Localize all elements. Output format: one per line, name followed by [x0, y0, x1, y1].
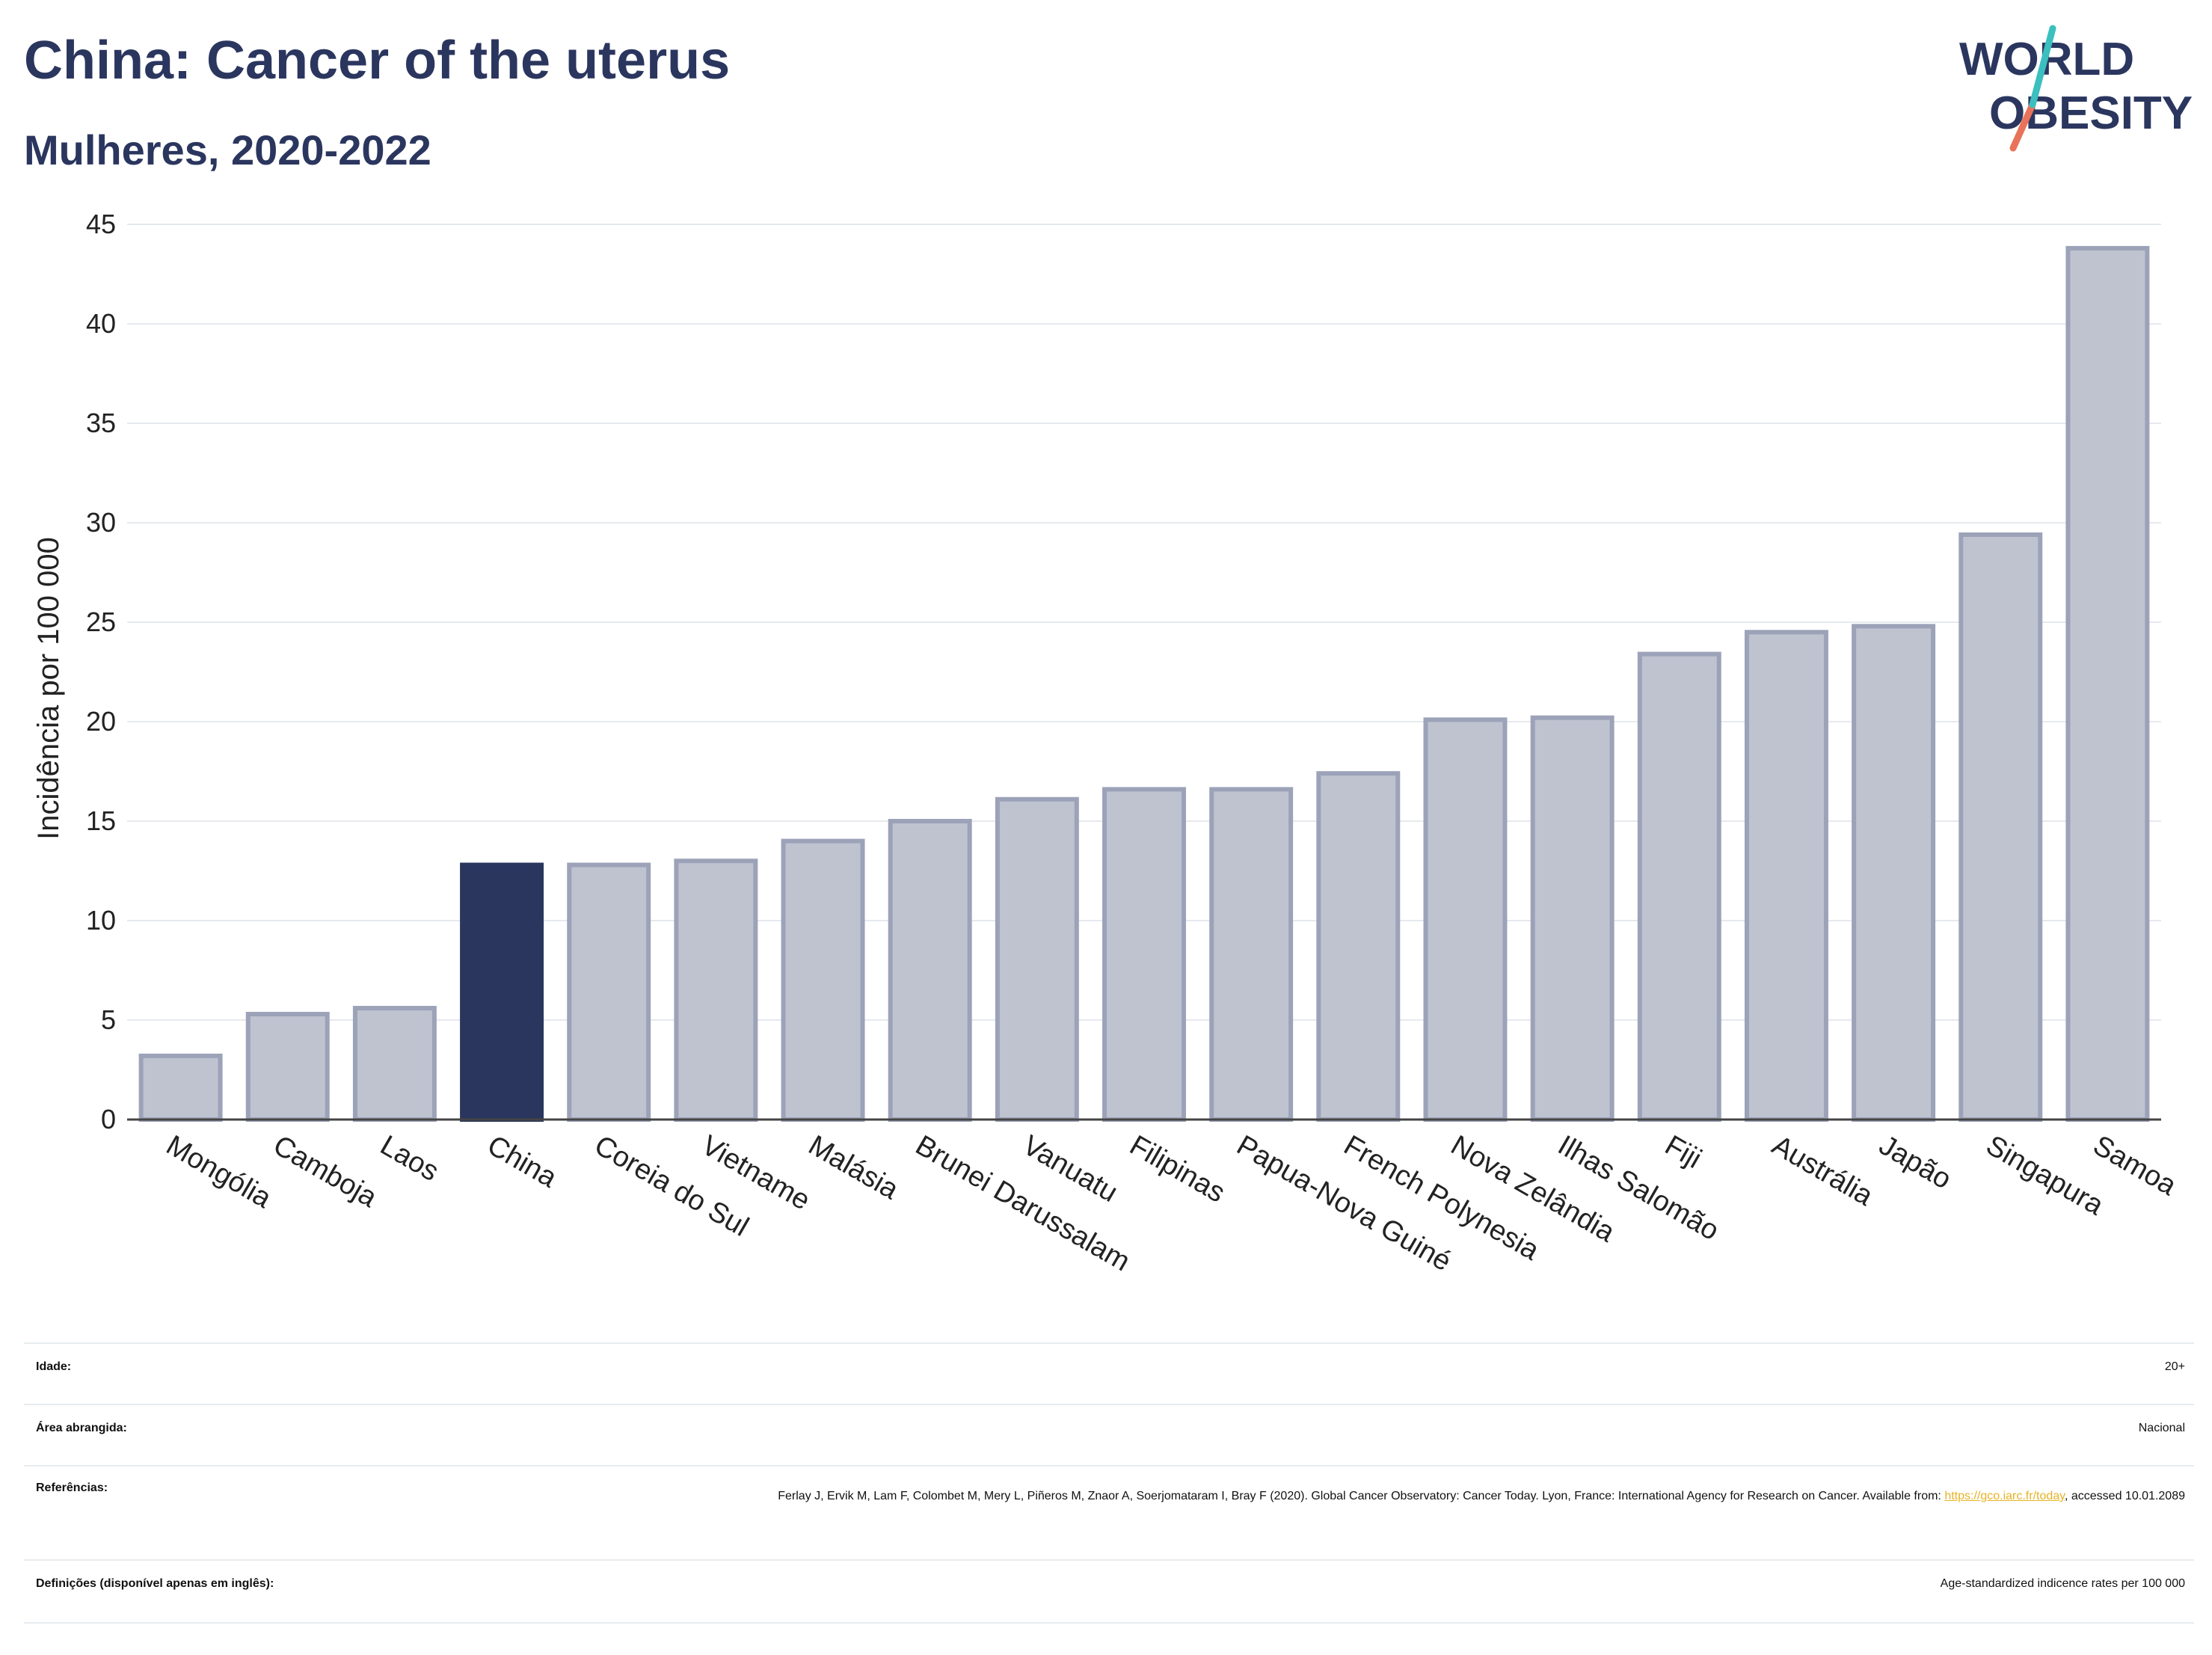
- y-tick-label: 15: [86, 805, 116, 836]
- logo-slash-coral: [2009, 101, 2036, 152]
- bar: [1958, 532, 2043, 1122]
- info-row-age: Idade: 20+: [24, 1342, 2194, 1405]
- bar: [567, 862, 651, 1123]
- y-tick-label: 35: [86, 408, 116, 438]
- x-tick-label: Laos: [375, 1129, 443, 1188]
- bar: [1423, 717, 1508, 1122]
- x-tick-label: Austrália: [1766, 1129, 1878, 1212]
- info-row-definitions: Definições (disponível apenas em inglês)…: [24, 1559, 2194, 1624]
- y-tick-label: 5: [101, 1004, 116, 1035]
- age-value: 20+: [2164, 1360, 2185, 1373]
- bar: [781, 838, 865, 1122]
- bar: [245, 1012, 330, 1123]
- x-tick-label: China: [482, 1129, 563, 1194]
- y-tick-label: 0: [101, 1104, 116, 1134]
- references-label: Referências:: [36, 1481, 108, 1494]
- bar: [1530, 715, 1615, 1122]
- x-tick-label: Japão: [1874, 1129, 1957, 1195]
- bar: [2065, 245, 2150, 1122]
- info-row-area: Área abrangida: Nacional: [24, 1404, 2194, 1467]
- definitions-value: Age-standardized indicence rates per 100…: [1940, 1577, 2185, 1590]
- references-text: Ferlay J, Ervik M, Lam F, Colombet M, Me…: [778, 1490, 1945, 1502]
- page-title: China: Cancer of the uterus: [24, 31, 731, 90]
- x-tick-label: Filipinas: [1125, 1129, 1231, 1209]
- bar: [1852, 624, 1936, 1122]
- y-tick-label: 10: [86, 905, 116, 936]
- bar: [1316, 771, 1401, 1123]
- y-tick-label: 25: [86, 607, 116, 637]
- bar: [352, 1006, 437, 1123]
- bar: [995, 796, 1079, 1122]
- references-accessed: , accessed 10.01.2089: [2064, 1490, 2185, 1502]
- bar: [1744, 630, 1828, 1122]
- bar: [1209, 787, 1294, 1122]
- y-tick-label: 20: [86, 706, 116, 737]
- y-axis-label: Incidência por 100 000: [32, 537, 65, 840]
- bar: [888, 819, 972, 1122]
- y-tick-label: 40: [86, 308, 116, 339]
- bar-chart: 0 5 10 15 20 25 30 35 40 45 Incidência por 100 000…: [32, 209, 2182, 1277]
- info-row-references: Referências: Ferlay J, Ervik M, Lam F, C…: [24, 1465, 2194, 1561]
- bar: [674, 859, 758, 1122]
- page-subtitle: Mulheres, 2020-2022: [24, 126, 431, 174]
- x-tick-label: Singapura: [1981, 1129, 2110, 1221]
- references-link[interactable]: https://gco.iarc.fr/today: [1944, 1490, 2065, 1502]
- bar: [460, 862, 544, 1123]
- area-label: Área abrangida:: [36, 1422, 127, 1434]
- y-tick-label: 45: [86, 209, 116, 239]
- x-tick-label: Fiji: [1659, 1129, 1706, 1175]
- age-label: Idade:: [36, 1360, 72, 1373]
- area-value: Nacional: [2138, 1422, 2185, 1434]
- x-tick-label: Mongólia: [161, 1129, 277, 1215]
- x-tick-label: Camboja: [268, 1129, 382, 1214]
- y-tick-label: 30: [86, 507, 116, 538]
- x-tick-label: Malásia: [803, 1129, 904, 1206]
- bar: [1637, 651, 1721, 1122]
- bar: [138, 1053, 223, 1123]
- bar: [1102, 787, 1186, 1122]
- logo-slash-teal: [2029, 25, 2056, 108]
- world-obesity-logo: WORLD OBESITY: [1959, 25, 2193, 152]
- definitions-label: Definições (disponível apenas em inglês)…: [36, 1577, 274, 1590]
- references-value: Ferlay J, Ervik M, Lam F, Colombet M, Me…: [577, 1480, 2185, 1513]
